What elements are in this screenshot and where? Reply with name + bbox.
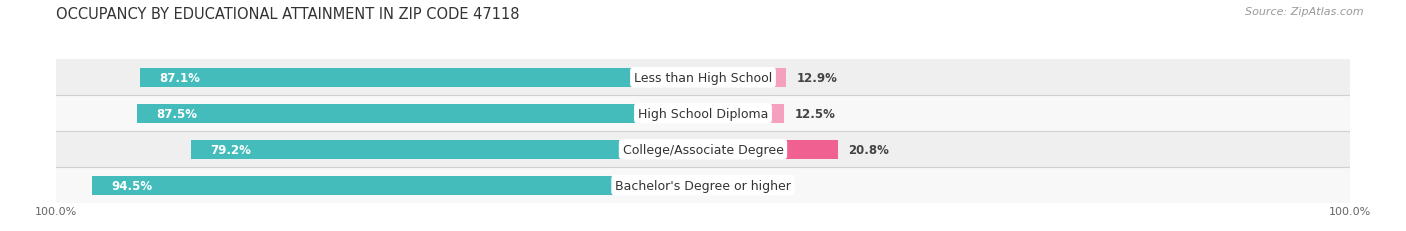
Text: 20.8%: 20.8% [848, 143, 889, 156]
Bar [56, 60, 1350, 96]
Bar [56, 132, 1350, 167]
Text: Bachelor's Degree or higher: Bachelor's Degree or higher [614, 179, 792, 192]
Text: Source: ZipAtlas.com: Source: ZipAtlas.com [1246, 7, 1364, 17]
Bar [703, 104, 785, 123]
Text: College/Associate Degree: College/Associate Degree [623, 143, 783, 156]
Bar [139, 69, 703, 87]
Bar [138, 104, 703, 123]
Bar [56, 96, 1350, 132]
Text: High School Diploma: High School Diploma [638, 107, 768, 120]
Bar [56, 167, 1350, 203]
Bar [703, 176, 738, 195]
Bar [191, 140, 703, 159]
Text: 12.9%: 12.9% [797, 71, 838, 85]
Text: OCCUPANCY BY EDUCATIONAL ATTAINMENT IN ZIP CODE 47118: OCCUPANCY BY EDUCATIONAL ATTAINMENT IN Z… [56, 7, 520, 22]
Text: 79.2%: 79.2% [209, 143, 252, 156]
Bar [703, 140, 838, 159]
Text: 87.5%: 87.5% [156, 107, 197, 120]
Bar [703, 69, 786, 87]
Text: 94.5%: 94.5% [111, 179, 152, 192]
Text: 5.5%: 5.5% [749, 179, 782, 192]
Text: 87.1%: 87.1% [159, 71, 200, 85]
Bar [91, 176, 703, 195]
Text: 12.5%: 12.5% [794, 107, 835, 120]
Text: Less than High School: Less than High School [634, 71, 772, 85]
